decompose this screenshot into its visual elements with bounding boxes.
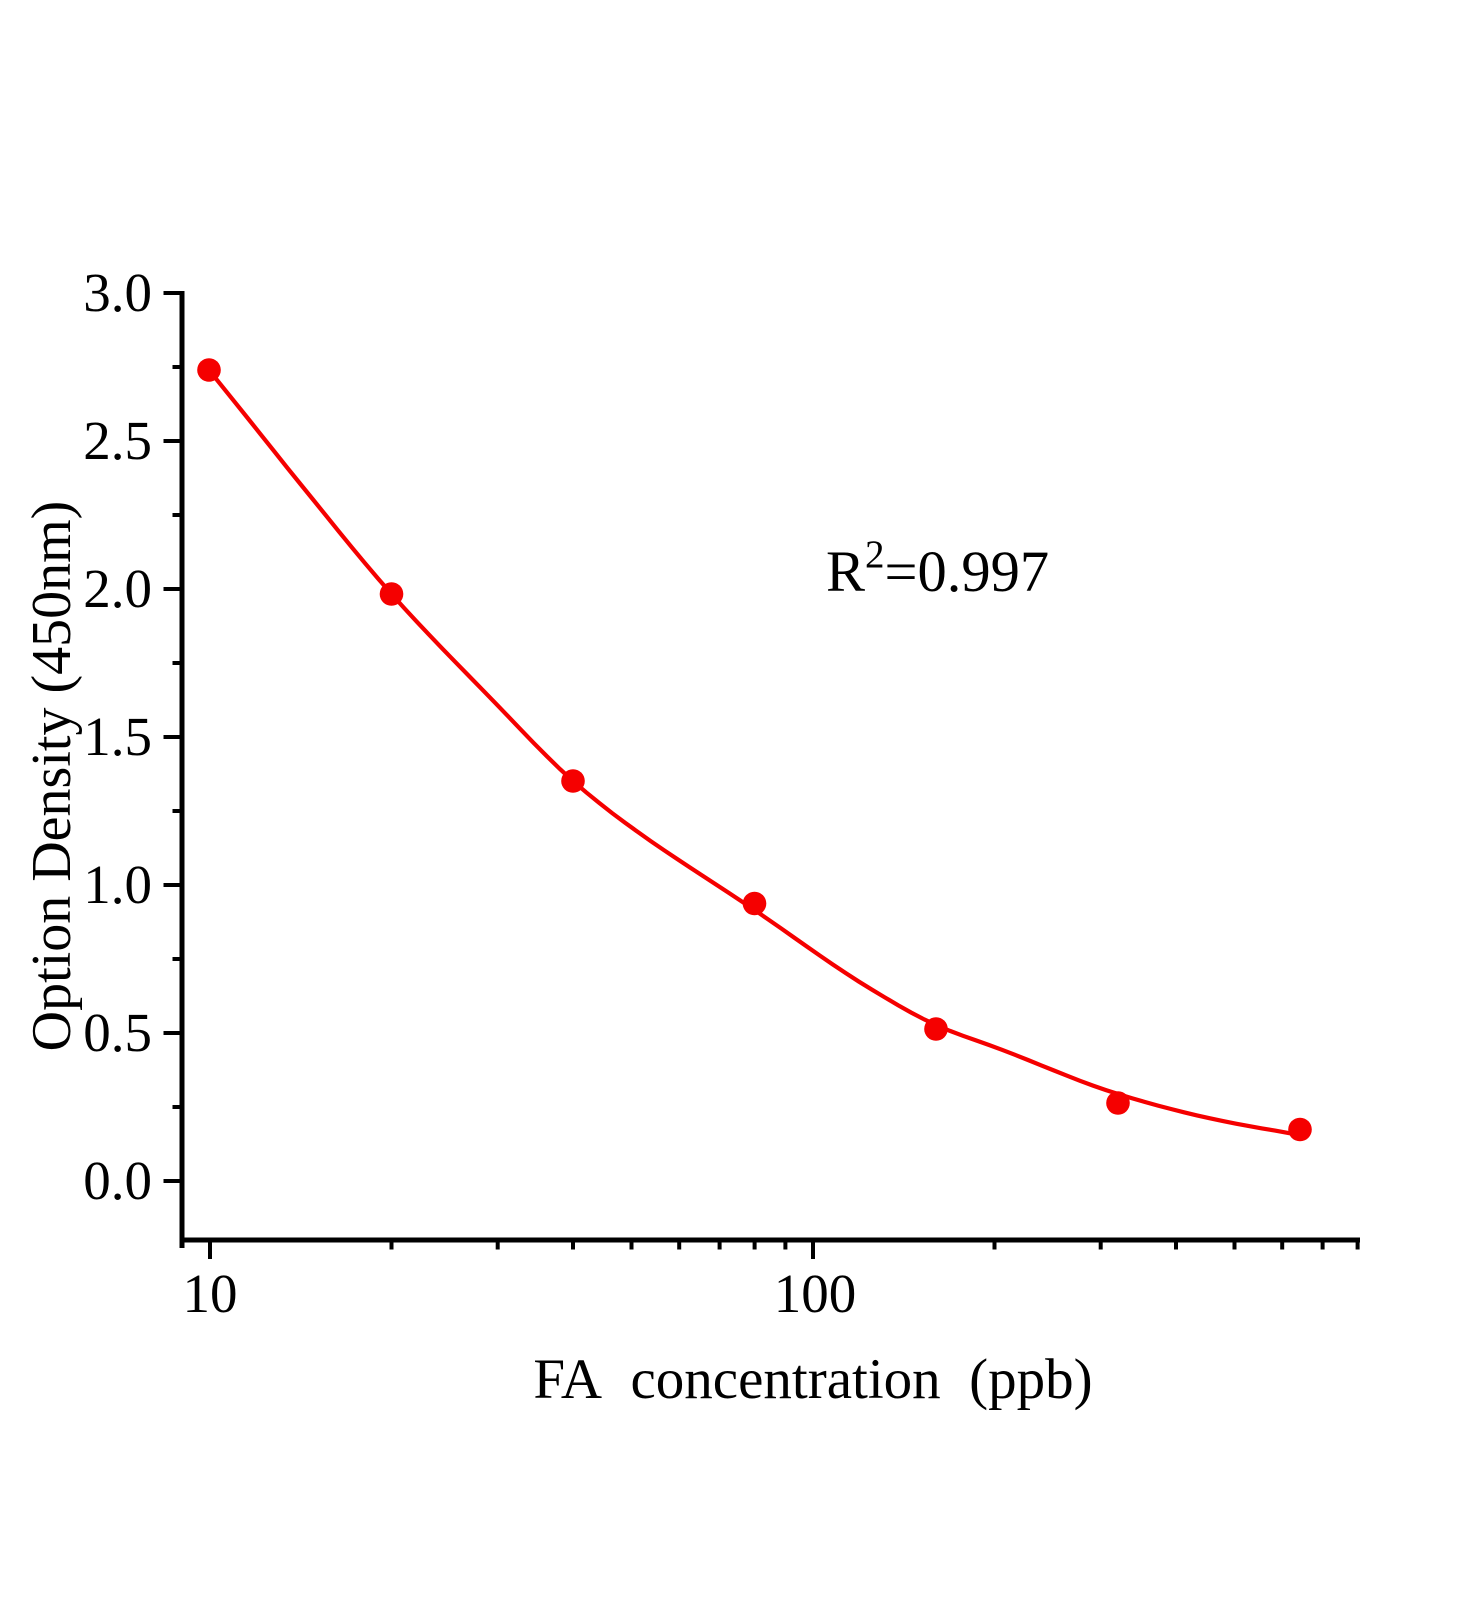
svg-text:1.5: 1.5 — [83, 706, 152, 767]
svg-text:10: 10 — [183, 1263, 238, 1324]
svg-text:0.0: 0.0 — [83, 1150, 152, 1211]
svg-text:2.5: 2.5 — [83, 410, 152, 471]
svg-text:1.0: 1.0 — [83, 854, 152, 915]
svg-text:0.5: 0.5 — [83, 1002, 152, 1063]
svg-text:100: 100 — [774, 1263, 857, 1324]
svg-text:3.0: 3.0 — [83, 262, 152, 323]
svg-text:R2=0.997: R2=0.997 — [826, 533, 1049, 604]
svg-text:FA concentration (ppb): FA concentration (ppb) — [533, 1348, 1092, 1411]
svg-text:Option Density (450nm): Option Density (450nm) — [21, 501, 83, 1052]
svg-text:2.0: 2.0 — [83, 558, 152, 619]
